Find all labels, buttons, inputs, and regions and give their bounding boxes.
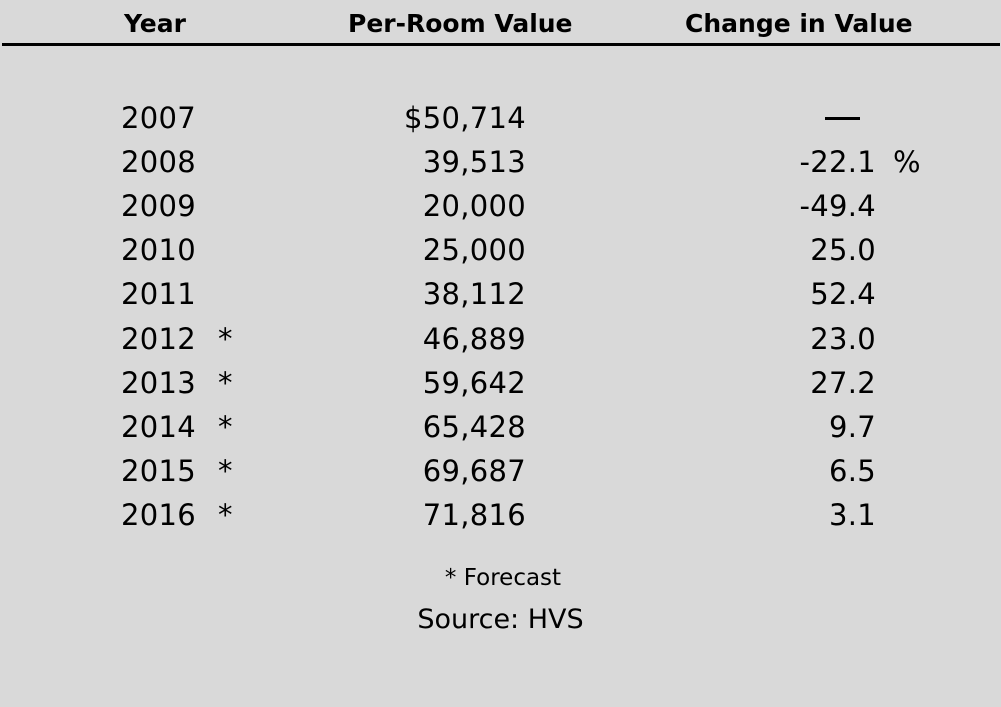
- forecast-marker: *: [218, 453, 233, 488]
- header-rule: [2, 43, 1000, 46]
- year-cell: 2015: [121, 453, 197, 488]
- year-cell: 2016: [121, 497, 197, 532]
- column-header-per-room-value: Per-Room Value: [348, 9, 573, 38]
- no-change-dash: [825, 117, 860, 120]
- year-cell: 2014: [121, 409, 197, 444]
- column-header-year: Year: [124, 9, 186, 38]
- forecast-marker: *: [218, 497, 233, 532]
- per-room-value-cell: 46,889: [422, 321, 526, 356]
- table-row: 2016 * 71,816 3.1: [0, 495, 1001, 535]
- per-room-value-cell: 65,428: [422, 409, 526, 444]
- change-in-value-cell: 9.7: [828, 409, 876, 444]
- per-room-value-cell: 39,513: [422, 145, 526, 180]
- year-cell: 2013: [121, 365, 197, 400]
- change-in-value-cell: 23.0: [810, 321, 876, 356]
- per-room-value-cell: 20,000: [422, 189, 526, 224]
- change-in-value-cell: 52.4: [810, 277, 876, 312]
- table-row: 2008 39,513 -22.1%: [0, 142, 1001, 182]
- per-room-value-cell: $50,714: [403, 101, 526, 135]
- year-cell: 2008: [121, 145, 197, 180]
- table-row: 2014 * 65,428 9.7: [0, 407, 1001, 447]
- table-row: 2012 * 46,889 23.0: [0, 319, 1001, 359]
- table-header: Year Per-Room Value Change in Value: [0, 0, 1001, 46]
- table-row: 2011 38,112 52.4: [0, 274, 1001, 314]
- forecast-marker: *: [218, 409, 233, 444]
- year-cell: 2009: [121, 189, 197, 224]
- year-cell: 2007: [121, 101, 197, 135]
- table-row: 2013 * 59,642 27.2: [0, 363, 1001, 403]
- per-room-value-cell: 25,000: [422, 233, 526, 268]
- change-in-value-cell: 27.2: [810, 365, 876, 400]
- table-row: 2010 25,000 25.0: [0, 230, 1001, 270]
- table-row: 2009 20,000 -49.4: [0, 186, 1001, 226]
- year-cell: 2010: [121, 233, 197, 268]
- forecast-marker: *: [218, 321, 233, 356]
- percent-unit: %: [893, 145, 921, 180]
- forecast-footnote: * Forecast: [444, 565, 562, 591]
- forecast-marker: *: [218, 365, 233, 400]
- per-room-value-cell: 69,687: [422, 453, 526, 488]
- table-row: 2015 * 69,687 6.5: [0, 451, 1001, 491]
- column-header-change-in-value: Change in Value: [685, 9, 913, 38]
- change-in-value-cell: -22.1: [799, 145, 876, 180]
- per-room-value-cell: 59,642: [422, 365, 526, 400]
- change-in-value-cell: 3.1: [828, 497, 876, 532]
- change-in-value-cell: 25.0: [810, 233, 876, 268]
- year-cell: 2012: [121, 321, 197, 356]
- per-room-value-cell: 38,112: [422, 277, 526, 312]
- year-cell: 2011: [121, 277, 197, 312]
- change-in-value-cell: 6.5: [828, 453, 876, 488]
- change-in-value-cell: -49.4: [799, 189, 876, 224]
- table-row: 2007 $50,714: [0, 98, 1001, 138]
- per-room-value-cell: 71,816: [422, 497, 526, 532]
- source-note: Source: HVS: [417, 604, 584, 635]
